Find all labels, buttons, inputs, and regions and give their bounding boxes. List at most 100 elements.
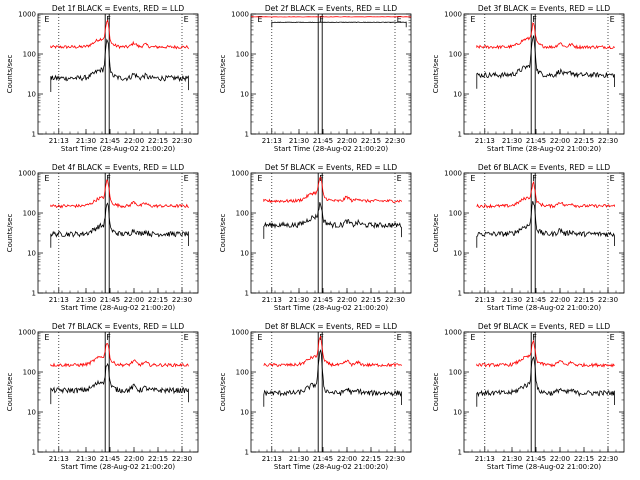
y-tick-label: 1000: [231, 170, 249, 178]
y-tick-label: 100: [236, 210, 249, 218]
y-tick-label: 1000: [18, 11, 36, 19]
series-lld-line: [50, 19, 189, 50]
marker-label-e: E: [184, 174, 189, 183]
x-tick-label: 21:30: [289, 137, 309, 145]
y-tick-label: 100: [236, 369, 249, 377]
x-tick-label: 22:00: [550, 296, 570, 304]
panel-title: Det 9f BLACK = Events, RED = LLD: [478, 322, 611, 331]
series-events-line: [476, 35, 615, 89]
y-tick-label: 1000: [444, 11, 462, 19]
y-tick-label: 10: [453, 91, 462, 99]
x-tick-label: 21:30: [289, 455, 309, 463]
y-tick-label: 1: [245, 449, 249, 457]
series-lld-line: [476, 22, 615, 50]
x-tick-label: 22:00: [550, 455, 570, 463]
y-tick-label: 1: [458, 290, 462, 298]
marker-label-e-left: E: [44, 174, 49, 183]
marker-label-e: E: [610, 333, 615, 342]
x-axis-label: Start Time (28-Aug-02 21:00:20): [274, 145, 388, 153]
marker-label-f: F: [319, 333, 324, 342]
y-tick-label: 10: [27, 409, 36, 417]
y-tick-label: 100: [449, 51, 462, 59]
x-tick-label: 21:30: [289, 296, 309, 304]
y-tick-label: 10: [453, 409, 462, 417]
marker-label-e: E: [184, 15, 189, 24]
x-tick-label: 21:45: [526, 296, 546, 304]
marker-label-e-left: E: [257, 174, 262, 183]
x-tick-label: 22:15: [574, 455, 594, 463]
panel-det-2: Det 2f BLACK = Events, RED = LLD 1 10 100 10…: [219, 4, 412, 153]
y-axis-label: Counts/sec: [432, 214, 440, 253]
x-tick-label: 22:30: [385, 455, 405, 463]
series-events-line: [263, 349, 402, 407]
x-tick-label: 22:15: [148, 455, 168, 463]
x-tick-label: 21:45: [526, 455, 546, 463]
x-tick-label: 21:30: [76, 137, 96, 145]
series-events-line: [476, 201, 615, 248]
x-tick-label: 22:00: [124, 296, 144, 304]
panel-title: Det 4f BLACK = Events, RED = LLD: [52, 163, 185, 172]
x-axis-label: Start Time (28-Aug-02 21:00:20): [274, 304, 388, 312]
series-events-line: [476, 356, 615, 407]
x-tick-label: 22:30: [172, 455, 192, 463]
x-tick-label: 22:15: [574, 296, 594, 304]
series-lld-line: [50, 343, 189, 368]
y-tick-label: 10: [240, 409, 249, 417]
series-events-line: [50, 362, 189, 405]
x-tick-label: 21:13: [49, 296, 69, 304]
y-tick-label: 1000: [231, 11, 249, 19]
x-axis-label: Start Time (28-Aug-02 21:00:20): [274, 463, 388, 471]
y-tick-label: 100: [23, 210, 36, 218]
x-tick-label: 21:45: [100, 137, 120, 145]
x-tick-label: 21:45: [526, 137, 546, 145]
y-tick-label: 1: [32, 131, 36, 139]
marker-label-f: F: [319, 15, 324, 24]
x-tick-label: 22:30: [385, 296, 405, 304]
x-tick-label: 21:30: [76, 455, 96, 463]
marker-label-e: E: [184, 333, 189, 342]
y-axis-label: Counts/sec: [432, 373, 440, 412]
marker-label-f: F: [106, 333, 111, 342]
y-axis-label: Counts/sec: [219, 373, 227, 412]
x-tick-label: 22:15: [574, 137, 594, 145]
panel-det-6: Det 6f BLACK = Events, RED = LLD 1 10 100 10…: [432, 163, 625, 312]
x-tick-label: 21:30: [502, 296, 522, 304]
y-tick-label: 10: [27, 250, 36, 258]
plot-frame: [250, 13, 412, 135]
y-tick-label: 10: [240, 91, 249, 99]
panel-title: Det 8f BLACK = Events, RED = LLD: [265, 322, 398, 331]
x-axis-label: Start Time (28-Aug-02 21:00:20): [487, 145, 601, 153]
x-tick-label: 21:45: [313, 296, 333, 304]
panel-title: Det 5f BLACK = Events, RED = LLD: [265, 163, 398, 172]
x-tick-label: 22:15: [361, 296, 381, 304]
series-events-line: [50, 38, 189, 92]
y-tick-label: 1: [245, 131, 249, 139]
x-tick-label: 22:30: [385, 137, 405, 145]
panel-det-8: Det 8f BLACK = Events, RED = LLD 1 10 100 10…: [219, 322, 412, 471]
series-lld-line: [476, 180, 615, 209]
series-events-line: [50, 202, 189, 248]
marker-label-f: F: [532, 333, 537, 342]
y-tick-label: 1: [32, 290, 36, 298]
x-tick-label: 21:30: [502, 137, 522, 145]
marker-label-e: E: [397, 15, 402, 24]
x-tick-label: 21:13: [475, 455, 495, 463]
y-axis-label: Counts/sec: [6, 55, 14, 94]
x-tick-label: 22:15: [361, 455, 381, 463]
x-tick-label: 22:15: [361, 137, 381, 145]
x-tick-label: 21:13: [262, 137, 282, 145]
panel-title: Det 6f BLACK = Events, RED = LLD: [478, 163, 611, 172]
panel-title: Det 2f BLACK = Events, RED = LLD: [265, 4, 398, 13]
x-tick-label: 22:30: [598, 455, 618, 463]
x-tick-label: 22:00: [337, 455, 357, 463]
marker-label-e-left: E: [470, 15, 475, 24]
y-axis-label: Counts/sec: [6, 373, 14, 412]
y-tick-label: 1000: [444, 329, 462, 337]
marker-label-e-left: E: [470, 333, 475, 342]
y-tick-label: 100: [23, 51, 36, 59]
marker-label-f: F: [319, 174, 324, 183]
y-axis-label: Counts/sec: [6, 214, 14, 253]
series-events-line: [263, 202, 402, 239]
marker-label-e: E: [610, 174, 615, 183]
